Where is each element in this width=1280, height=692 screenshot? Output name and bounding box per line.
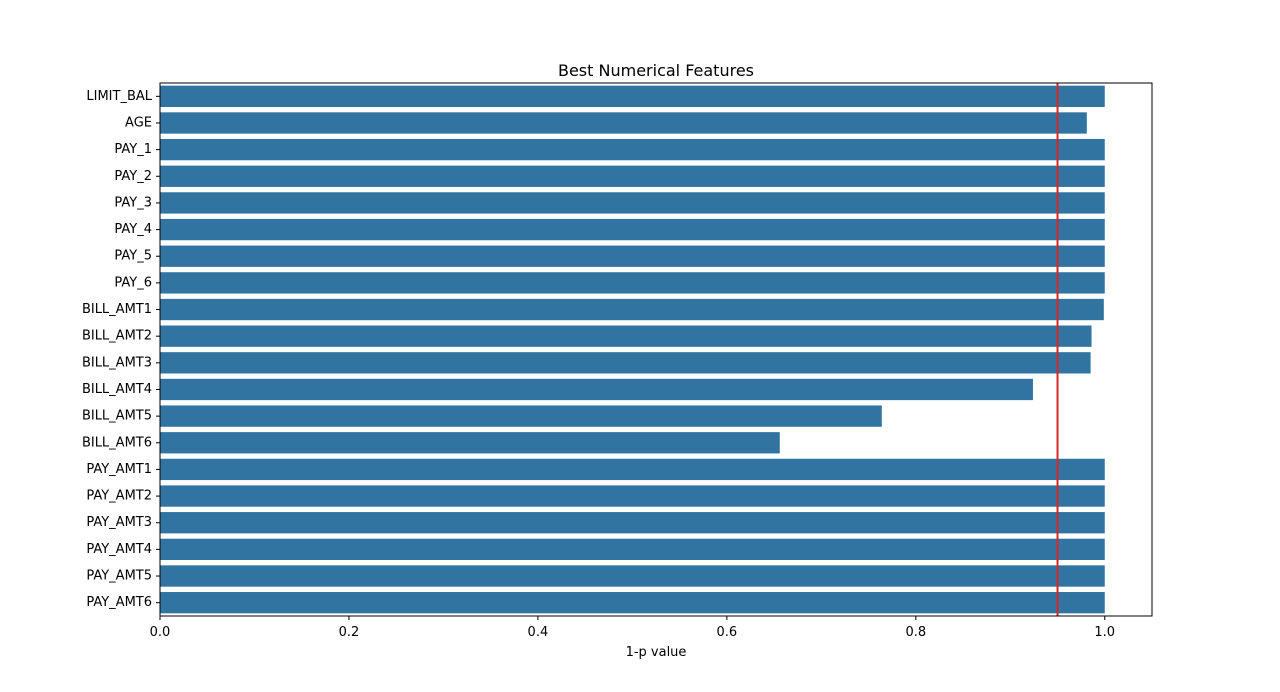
bar-pay-amt5 xyxy=(160,565,1105,587)
y-tick-label: PAY_AMT6 xyxy=(86,595,152,610)
y-tick-label: PAY_AMT5 xyxy=(86,569,152,584)
bar-pay-amt3 xyxy=(160,512,1105,534)
x-tick-label: 0.0 xyxy=(150,625,171,640)
bar-pay-amt4 xyxy=(160,538,1105,561)
y-tick-label: BILL_AMT4 xyxy=(82,382,152,397)
bar-pay-1 xyxy=(160,138,1105,161)
bar-age xyxy=(160,112,1087,134)
y-tick-label: BILL_AMT3 xyxy=(82,355,152,370)
y-tick-label: PAY_AMT2 xyxy=(86,489,152,504)
bar-pay-3 xyxy=(160,192,1105,214)
x-tick-label: 0.8 xyxy=(905,625,926,640)
bar-bill-amt2 xyxy=(160,325,1092,347)
y-tick-label: BILL_AMT1 xyxy=(82,302,152,317)
y-tick-label: PAY_3 xyxy=(114,195,152,210)
y-tick-label: PAY_AMT3 xyxy=(86,515,152,530)
y-tick-label: AGE xyxy=(125,115,152,130)
bar-bill-amt4 xyxy=(160,378,1033,401)
chart-title: Best Numerical Features xyxy=(558,61,754,80)
bar-limit-bal xyxy=(160,85,1105,107)
x-axis-label: 1-p value xyxy=(626,645,687,660)
y-tick-label: PAY_AMT4 xyxy=(86,542,152,557)
bar-bill-amt3 xyxy=(160,352,1091,374)
plot-frame xyxy=(159,82,1153,617)
bar-pay-amt6 xyxy=(160,592,1105,614)
bar-bill-amt1 xyxy=(160,298,1104,321)
y-tick-label: PAY_2 xyxy=(114,169,152,184)
x-tick-label: 0.2 xyxy=(339,625,360,640)
x-tick-label: 0.4 xyxy=(528,625,549,640)
bar-pay-4 xyxy=(160,218,1105,241)
x-tick-label: 1.0 xyxy=(1094,625,1115,640)
y-tick-label: PAY_4 xyxy=(114,222,152,237)
y-tick-label: PAY_5 xyxy=(114,249,152,264)
bar-bill-amt5 xyxy=(160,405,882,427)
bar-pay-amt2 xyxy=(160,485,1105,507)
y-tick-labels: LIMIT_BAL AGE PAY_1 PAY_2 PAY_3 PAY_4 PAY_5 PAY… xyxy=(82,89,160,610)
y-tick-label: PAY_AMT1 xyxy=(86,462,152,477)
bar-pay-2 xyxy=(160,165,1105,187)
bar-pay-6 xyxy=(160,272,1105,294)
x-axis-ticks: 0.0 0.2 0.4 0.6 0.8 1.0 xyxy=(150,616,1115,640)
y-tick-label: BILL_AMT5 xyxy=(82,409,152,424)
bar-pay-5 xyxy=(160,245,1105,267)
y-tick-label: PAY_1 xyxy=(114,142,152,157)
y-tick-label: PAY_6 xyxy=(114,275,152,290)
bar-pay-amt1 xyxy=(160,458,1105,481)
bar-bill-amt6 xyxy=(160,432,780,454)
y-tick-label: LIMIT_BAL xyxy=(86,89,152,104)
x-tick-label: 0.6 xyxy=(717,625,738,640)
y-tick-label: BILL_AMT2 xyxy=(82,329,152,344)
bars-layer xyxy=(160,85,1105,614)
y-tick-label: BILL_AMT6 xyxy=(82,435,152,450)
